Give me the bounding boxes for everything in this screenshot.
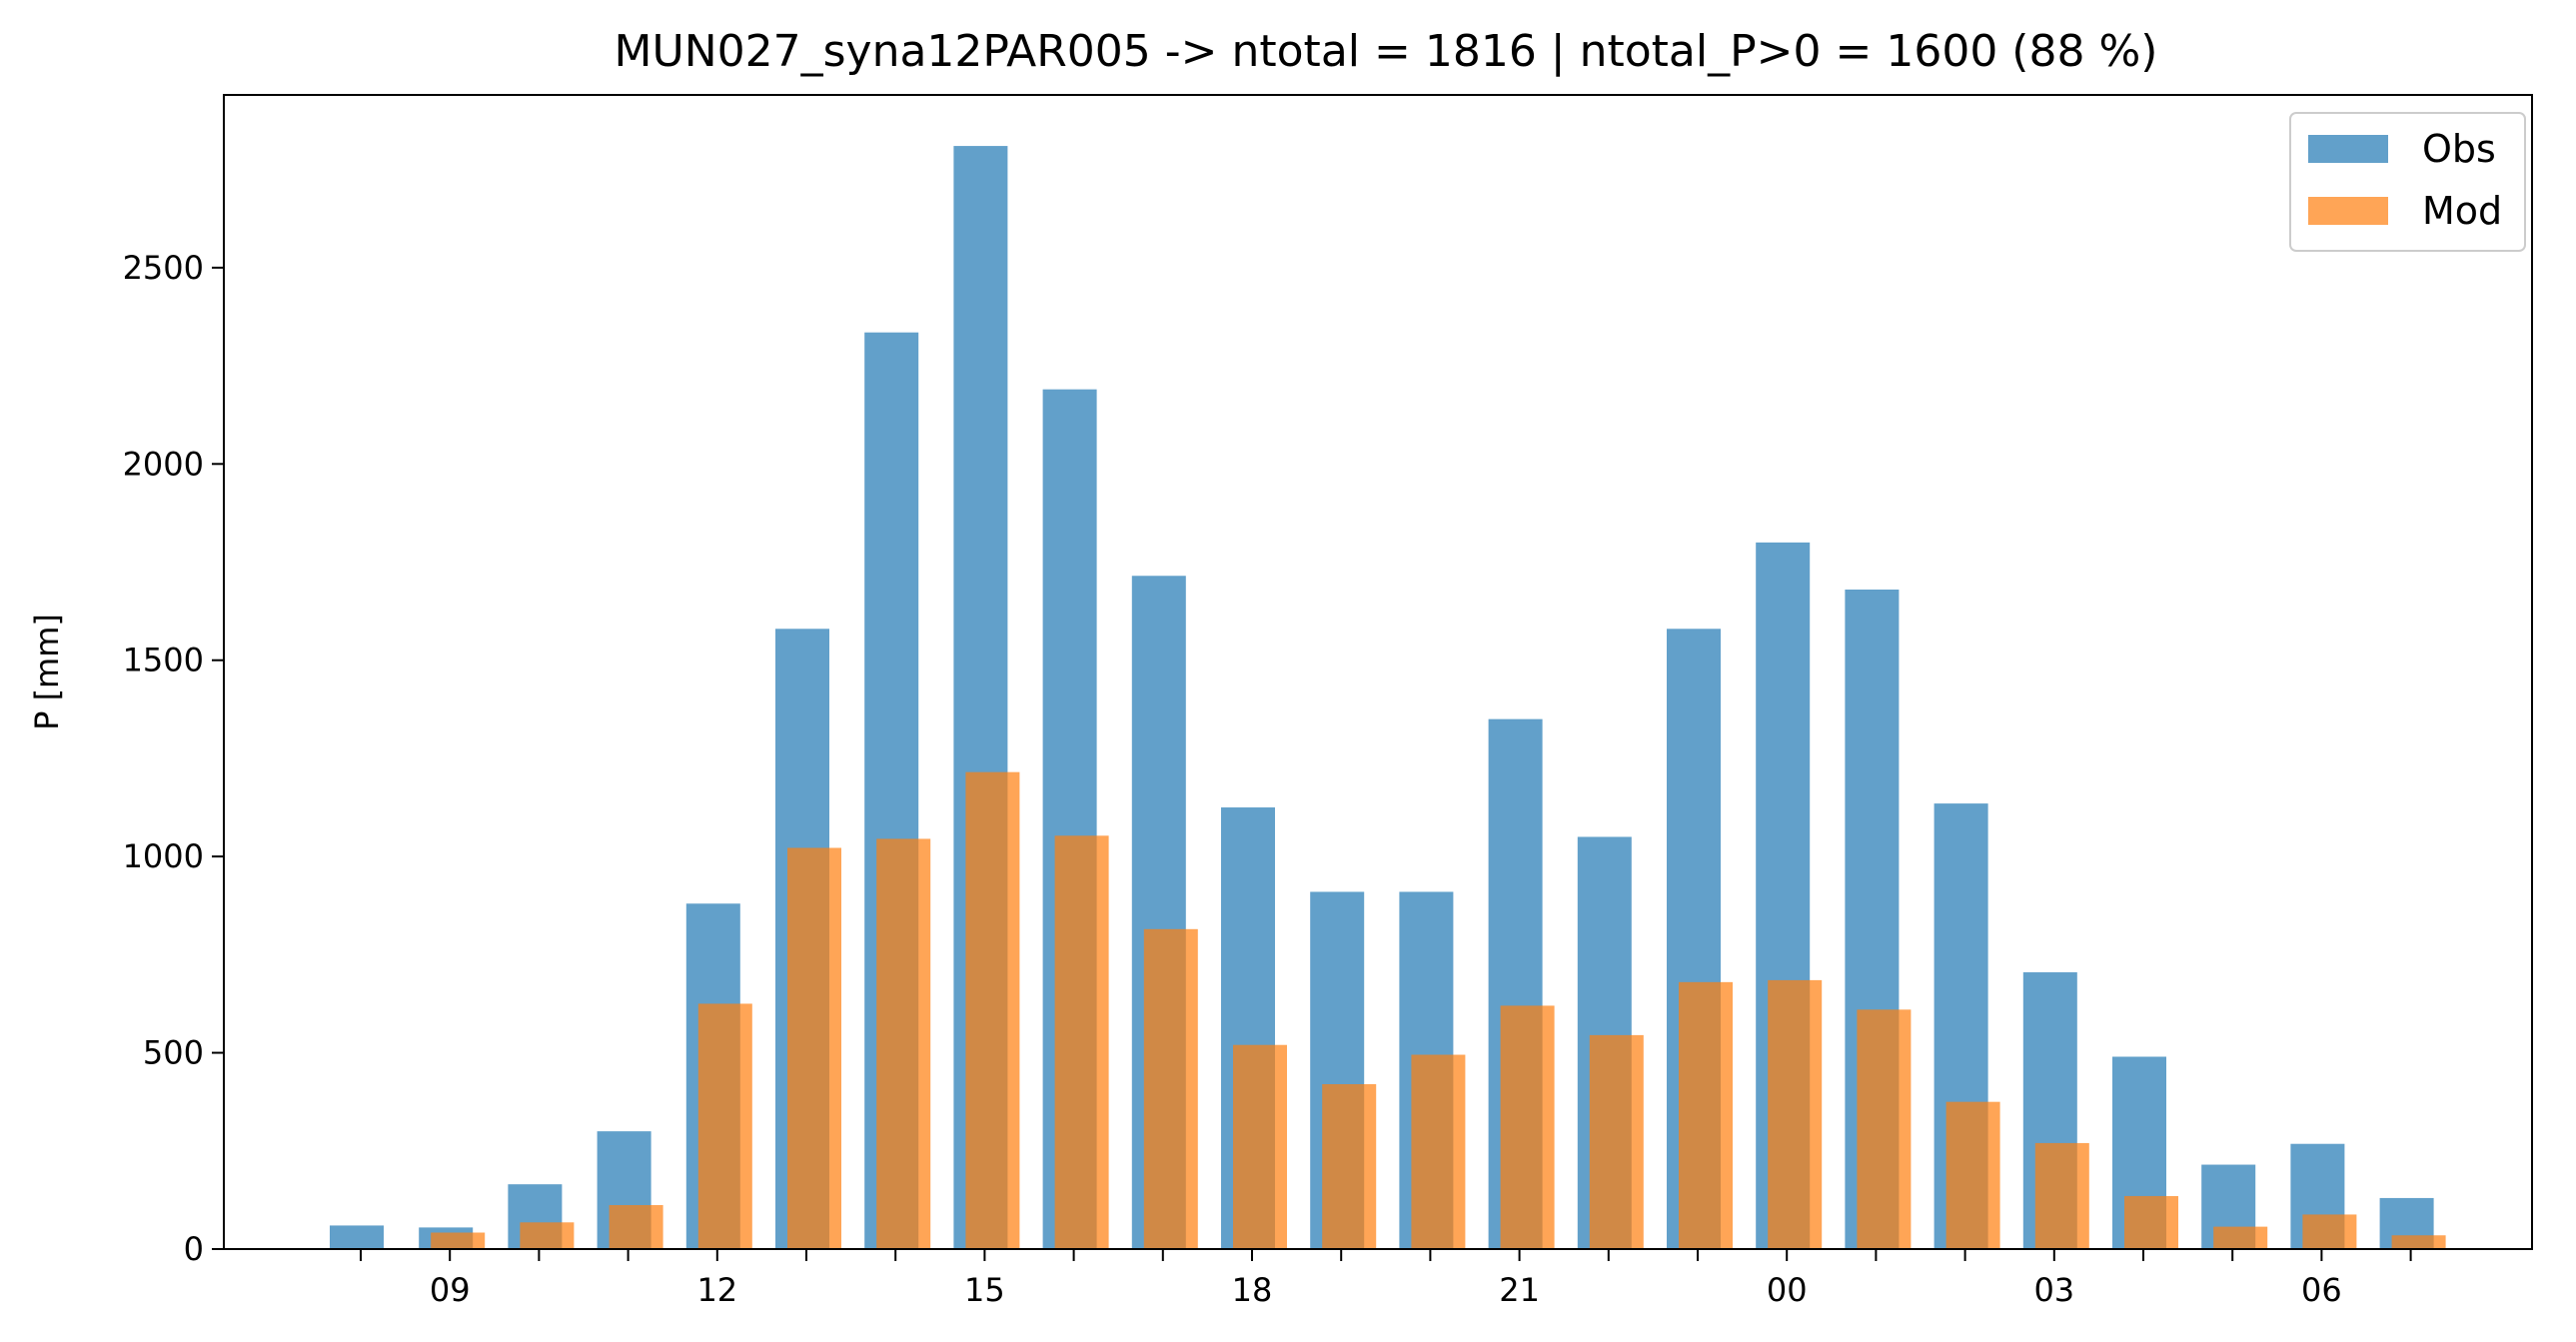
x-tick-label-06: 06 (2301, 1271, 2342, 1309)
bar-mod-05 (2213, 1226, 2268, 1249)
bar-mod-21 (1500, 1005, 1555, 1249)
bar-mod-18 (1233, 1044, 1287, 1249)
bar-mod-16 (1054, 835, 1109, 1249)
y-tick-label-500: 500 (143, 1034, 204, 1072)
y-axis-label: P [mm] (28, 614, 66, 730)
bar-mod-03 (2034, 1142, 2089, 1249)
bar-mod-17 (1143, 928, 1198, 1249)
legend-label-obs: Obs (2422, 127, 2496, 171)
bar-mod-22 (1589, 1034, 1644, 1249)
bar-mod-15 (965, 771, 1020, 1249)
bar-mod-12 (697, 1003, 752, 1249)
x-tick-label-00: 00 (1767, 1271, 1808, 1309)
bar-mod-07 (2391, 1235, 2446, 1249)
plot-frame (223, 94, 2533, 1250)
bar-mod-11 (609, 1205, 663, 1249)
bar-mod-20 (1411, 1054, 1466, 1249)
bar-mod-04 (2124, 1195, 2178, 1249)
bar-mod-10 (520, 1222, 575, 1249)
bar-mod-06 (2302, 1214, 2357, 1249)
x-tick-label-21: 21 (1499, 1271, 1540, 1309)
legend-label-mod: Mod (2422, 189, 2502, 233)
bar-mod-02 (1945, 1101, 2000, 1249)
bar-obs-08 (330, 1225, 384, 1249)
legend-swatch-mod (2308, 197, 2388, 225)
bar-mod-23 (1679, 981, 1733, 1249)
bar-mod-09 (431, 1232, 486, 1249)
bar-mod-13 (787, 847, 841, 1249)
legend-swatch-obs (2308, 135, 2388, 163)
y-tick-label-1000: 1000 (123, 837, 204, 875)
y-tick-label-2000: 2000 (123, 445, 204, 483)
bar-mod-00 (1768, 979, 1823, 1249)
x-tick-label-18: 18 (1232, 1271, 1273, 1309)
bar-mod-01 (1857, 1009, 1912, 1249)
x-ticks-group: 09 12 15 18 21 00 03 06 (360, 1249, 2412, 1309)
x-tick-label-12: 12 (696, 1271, 737, 1309)
y-tick-label-2500: 2500 (123, 249, 204, 287)
bar-mod-19 (1322, 1084, 1377, 1249)
y-tick-label-0: 0 (184, 1230, 204, 1268)
legend: Obs Mod (2289, 112, 2526, 252)
x-tick-label-09: 09 (430, 1271, 471, 1309)
bar-mod-14 (876, 838, 931, 1249)
x-tick-label-03: 03 (2033, 1271, 2074, 1309)
chart-title: MUN027_syna12PAR005 -> ntotal = 1816 | n… (615, 26, 2158, 77)
x-tick-label-15: 15 (964, 1271, 1005, 1309)
bars-group (330, 146, 2446, 1250)
y-tick-label-1500: 1500 (123, 642, 204, 679)
y-ticks-group: 0 500 1000 1500 2000 2500 (123, 249, 224, 1268)
